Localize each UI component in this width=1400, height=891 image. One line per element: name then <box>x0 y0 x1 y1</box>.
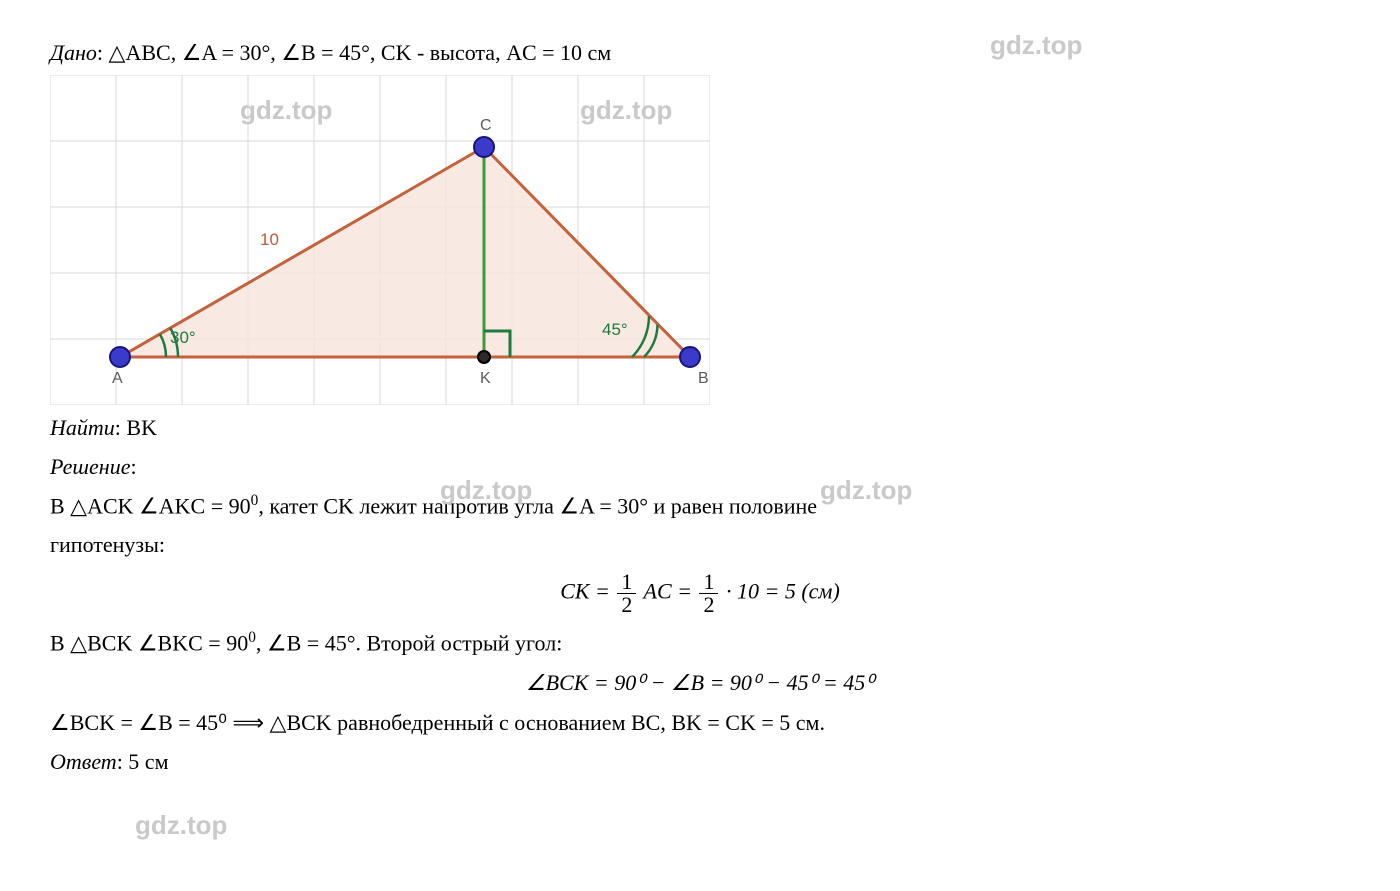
svg-text:45°: 45° <box>602 320 628 339</box>
frac-1-2b: 1 2 <box>699 571 718 616</box>
body-line-2: В △BCK ∠BKC = 900, ∠B = 45°. Второй остр… <box>50 626 1350 659</box>
svg-text:30°: 30° <box>170 328 196 347</box>
formula-2: ∠BCK = 90⁰ − ∠B = 90⁰ − 45⁰ = 45⁰ <box>50 670 1350 696</box>
f1-lhs: CK = <box>560 579 610 604</box>
l1a: В △ACK ∠AKC = 90 <box>50 493 251 518</box>
svg-text:K: K <box>480 370 491 387</box>
body-line-3: ∠BCK = ∠B = 45⁰ ⟹ △BCK равнобедренный с … <box>50 706 1350 739</box>
answer-line: Ответ: 5 см <box>50 745 1350 778</box>
body-line-1: В △ACK ∠AKC = 900, катет CK лежит напрот… <box>50 489 1350 522</box>
l2b: , ∠B = 45°. Второй острый угол: <box>256 631 562 656</box>
svg-text:10: 10 <box>260 230 279 249</box>
l3: ∠BCK = ∠B = 45⁰ ⟹ △BCK равнобедренный с … <box>50 710 825 735</box>
svg-text:A: A <box>112 370 123 387</box>
f1-mid1: AC = <box>644 579 692 604</box>
find-text: : BK <box>115 415 157 440</box>
formula-1: CK = 1 2 AC = 1 2 · 10 = 5 (см) <box>50 571 1350 616</box>
l1b: , катет CK лежит напротив угла ∠A = 30° … <box>258 493 817 518</box>
svg-text:C: C <box>480 117 492 134</box>
given-line: Дано: △ABC, ∠A = 30°, ∠B = 45°, CK - выс… <box>50 36 1350 69</box>
given-text: : △ABC, ∠A = 30°, ∠B = 45°, CK - высота,… <box>97 40 611 65</box>
l2a: В △BCK ∠BKC = 90 <box>50 631 248 656</box>
f1-mid2: · 10 = 5 (см) <box>726 579 840 604</box>
find-line: Найти: BK <box>50 411 1350 444</box>
frac-1-2a: 1 2 <box>617 571 636 616</box>
answer-label: Ответ <box>50 749 117 774</box>
body-line-1c: гипотенузы: <box>50 528 1350 561</box>
find-label: Найти <box>50 415 115 440</box>
l1c: гипотенузы: <box>50 532 165 557</box>
answer-text: : 5 см <box>117 749 169 774</box>
solution-label-line: Решение: <box>50 450 1350 483</box>
svg-text:B: B <box>698 370 709 387</box>
solution-label: Решение <box>50 454 130 479</box>
f2: ∠BCK = 90⁰ − ∠B = 90⁰ − 45⁰ = 45⁰ <box>526 670 874 695</box>
triangle-diagram: A B C K 10 30° 45° <box>50 75 710 405</box>
diagram-svg: A B C K 10 30° 45° <box>50 75 710 405</box>
given-label: Дано <box>50 40 97 65</box>
